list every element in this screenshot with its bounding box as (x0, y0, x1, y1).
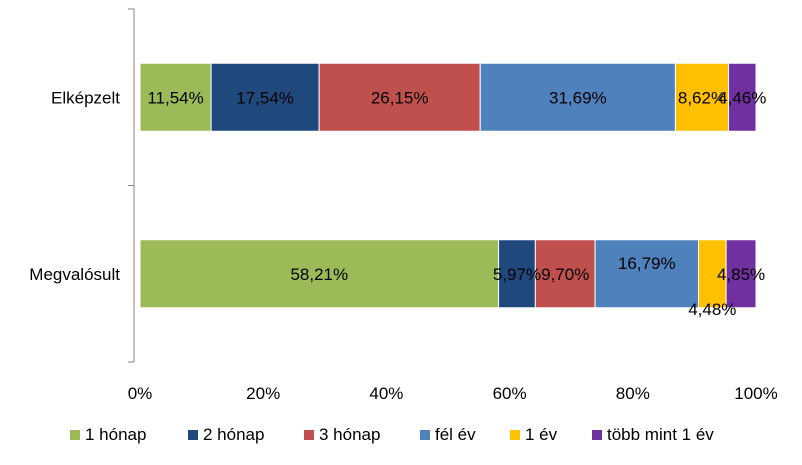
bar-segment (498, 239, 536, 309)
category-label: Elképzelt (51, 88, 120, 107)
legend-entry: fél év (435, 425, 476, 444)
bar-segment (728, 62, 757, 132)
data-label: 11,54% (147, 88, 203, 107)
x-tick-label: 20% (246, 384, 280, 403)
legend-swatch (592, 430, 602, 440)
bar-segment (318, 62, 481, 132)
data-label: 26,15% (371, 88, 429, 107)
x-tick-label: 40% (369, 384, 403, 403)
legend-swatch (188, 430, 198, 440)
bar-segment (725, 239, 757, 309)
legend-entry: 2 hónap (203, 425, 264, 444)
legend-swatch (420, 430, 430, 440)
bar-segment (534, 239, 596, 309)
legend-entry: 1 év (525, 425, 558, 444)
bar-segment (139, 62, 212, 132)
axes: 0% 20% 40% 60% 80% 100% Elképzelt Megvalósult (29, 8, 778, 403)
x-tick-label: 0% (128, 384, 153, 403)
x-tick-label: 80% (616, 384, 650, 403)
bars (139, 62, 757, 309)
data-label: 4,46% (718, 88, 766, 107)
legend-swatch (70, 430, 80, 440)
legend-swatch (304, 430, 314, 440)
bar-segment (674, 62, 730, 132)
data-label: 9,70% (541, 265, 589, 284)
bar-segment (210, 62, 320, 132)
data-label: 17,54% (236, 88, 294, 107)
legend-entry: 3 hónap (319, 425, 380, 444)
x-tick-label: 100% (734, 384, 777, 403)
data-label: 31,69% (549, 88, 607, 107)
category-label: Megvalósult (29, 265, 120, 284)
data-label: 5,97% (493, 265, 541, 284)
bar-segment (479, 62, 676, 132)
legend: 1 hónap 2 hónap 3 hónap fél év 1 év több mint… (70, 425, 714, 444)
data-label: 4,48% (688, 300, 736, 319)
legend-swatch (510, 430, 520, 440)
legend-entry: több mint 1 év (607, 425, 714, 444)
data-label: 16,79% (618, 254, 676, 273)
data-label: 4,85% (717, 265, 765, 284)
data-label: 8,62% (678, 88, 726, 107)
data-labels: 11,54% 17,54% 26,15% 31,69% 8,62%4,46% 58,21%… (147, 88, 766, 319)
legend-entry: 1 hónap (85, 425, 146, 444)
bar-segment (594, 239, 700, 309)
x-tick-label: 60% (493, 384, 527, 403)
data-label: 58,21% (290, 265, 348, 284)
